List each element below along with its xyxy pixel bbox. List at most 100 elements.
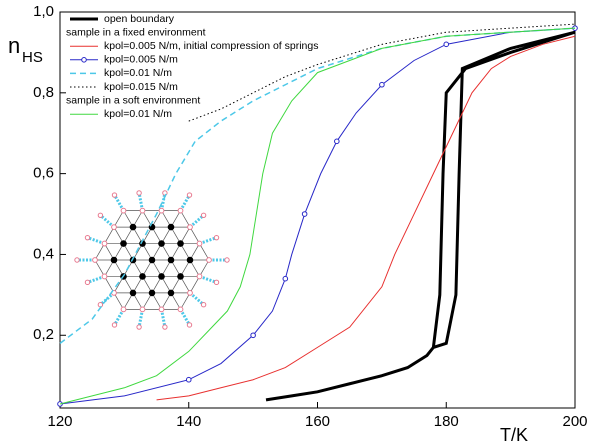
data-line xyxy=(59,27,576,344)
y-tick-label: 0,8 xyxy=(33,84,54,101)
lattice-site xyxy=(158,273,165,280)
data-marker xyxy=(282,275,289,282)
spring xyxy=(160,194,166,211)
lattice-site xyxy=(84,279,91,286)
legend-label: kpol=0.015 N/m xyxy=(104,81,178,93)
spring xyxy=(199,275,216,284)
data-line xyxy=(156,35,576,401)
lattice-bond xyxy=(113,210,124,228)
data-marker xyxy=(301,211,308,217)
legend-label: kpol=0.005 N/m xyxy=(104,54,178,66)
x-tick-label: 140 xyxy=(176,413,201,430)
y-tick-label: 0,2 xyxy=(33,326,54,343)
lattice-site xyxy=(196,240,203,247)
lattice-bond xyxy=(189,226,200,244)
lattice-bond xyxy=(189,276,200,294)
lattice-site xyxy=(167,223,175,231)
spring xyxy=(100,215,115,229)
y-tick-label: 1,0 xyxy=(33,3,54,20)
lattice-site xyxy=(97,212,104,219)
legend-heading: sample in a fixed environment xyxy=(66,26,206,38)
lattice-site xyxy=(120,207,127,214)
lattice-site xyxy=(74,257,80,263)
legend-heading: sample in a soft environment xyxy=(66,94,200,106)
lattice-site xyxy=(200,301,207,308)
lattice-site xyxy=(187,290,193,296)
lattice-site xyxy=(167,256,175,264)
lattice-site xyxy=(92,257,98,263)
x-tick-label: 120 xyxy=(47,413,72,430)
spring xyxy=(88,236,105,245)
spring xyxy=(179,308,190,324)
lattice-site xyxy=(196,273,203,280)
lattice-site xyxy=(139,207,146,214)
lattice-site xyxy=(129,223,137,231)
lattice-site xyxy=(136,190,142,196)
spring xyxy=(88,275,105,284)
lattice-site xyxy=(167,289,175,297)
lattice-site xyxy=(158,240,165,247)
lattice-bond xyxy=(94,259,105,277)
y-tick-label: 0,4 xyxy=(33,245,54,262)
lattice-site xyxy=(158,207,165,214)
lattice-site xyxy=(186,322,193,328)
data-line xyxy=(59,27,576,405)
lattice-bond xyxy=(199,259,210,277)
lattice-bond xyxy=(180,292,191,310)
legend-label: kpol=0.005 N/m, initial compression of s… xyxy=(104,40,318,52)
spring xyxy=(199,236,216,245)
y-axis-label-sub: HS xyxy=(22,49,43,66)
lattice-site xyxy=(186,192,193,198)
lattice-site xyxy=(139,273,146,280)
spring xyxy=(138,309,144,326)
lattice-inset xyxy=(74,190,230,330)
legend-label: kpol=0.01 N/m xyxy=(104,108,172,120)
lattice-site xyxy=(129,289,137,297)
lattice-site xyxy=(139,306,146,313)
lattice-site xyxy=(177,207,184,214)
spring xyxy=(189,215,204,229)
spring xyxy=(138,194,144,211)
lattice-site xyxy=(187,224,193,230)
lattice-bond xyxy=(180,210,191,228)
lattice-site xyxy=(224,257,230,263)
lattice-site xyxy=(158,306,165,313)
lattice-site xyxy=(186,256,194,264)
x-axis-label: T/K xyxy=(500,425,528,445)
lattice-site xyxy=(101,273,108,280)
legend-marker xyxy=(81,57,87,63)
lattice-site xyxy=(120,306,127,313)
spring xyxy=(179,196,190,212)
spring xyxy=(114,308,125,324)
data-marker xyxy=(185,376,192,383)
lattice-site xyxy=(101,240,108,247)
lattice-site xyxy=(111,224,117,230)
data-marker xyxy=(250,332,256,339)
y-axis-label: n xyxy=(8,33,20,58)
lattice-site xyxy=(148,289,156,297)
lattice-site xyxy=(177,273,184,280)
lattice-site xyxy=(97,301,104,308)
lattice-bond xyxy=(113,292,124,310)
lattice-site xyxy=(111,192,118,198)
x-tick-label: 200 xyxy=(562,413,587,430)
lattice-bond xyxy=(104,226,115,244)
lattice-site xyxy=(177,240,184,247)
data-marker xyxy=(379,81,385,88)
lattice-site xyxy=(177,306,184,313)
lattice-site xyxy=(120,240,127,247)
data-line xyxy=(265,30,576,402)
legend-label: open boundary xyxy=(104,13,175,25)
spring xyxy=(114,196,125,212)
spring xyxy=(189,291,204,305)
y-tick-label: 0,6 xyxy=(33,165,54,182)
lattice-site xyxy=(200,212,207,219)
data-marker xyxy=(443,41,450,48)
lattice-site xyxy=(110,256,118,264)
lattice-bond xyxy=(94,243,105,261)
lattice-site xyxy=(111,322,118,328)
lattice-site xyxy=(84,234,91,241)
lattice-site xyxy=(162,324,168,330)
spring xyxy=(100,291,115,305)
